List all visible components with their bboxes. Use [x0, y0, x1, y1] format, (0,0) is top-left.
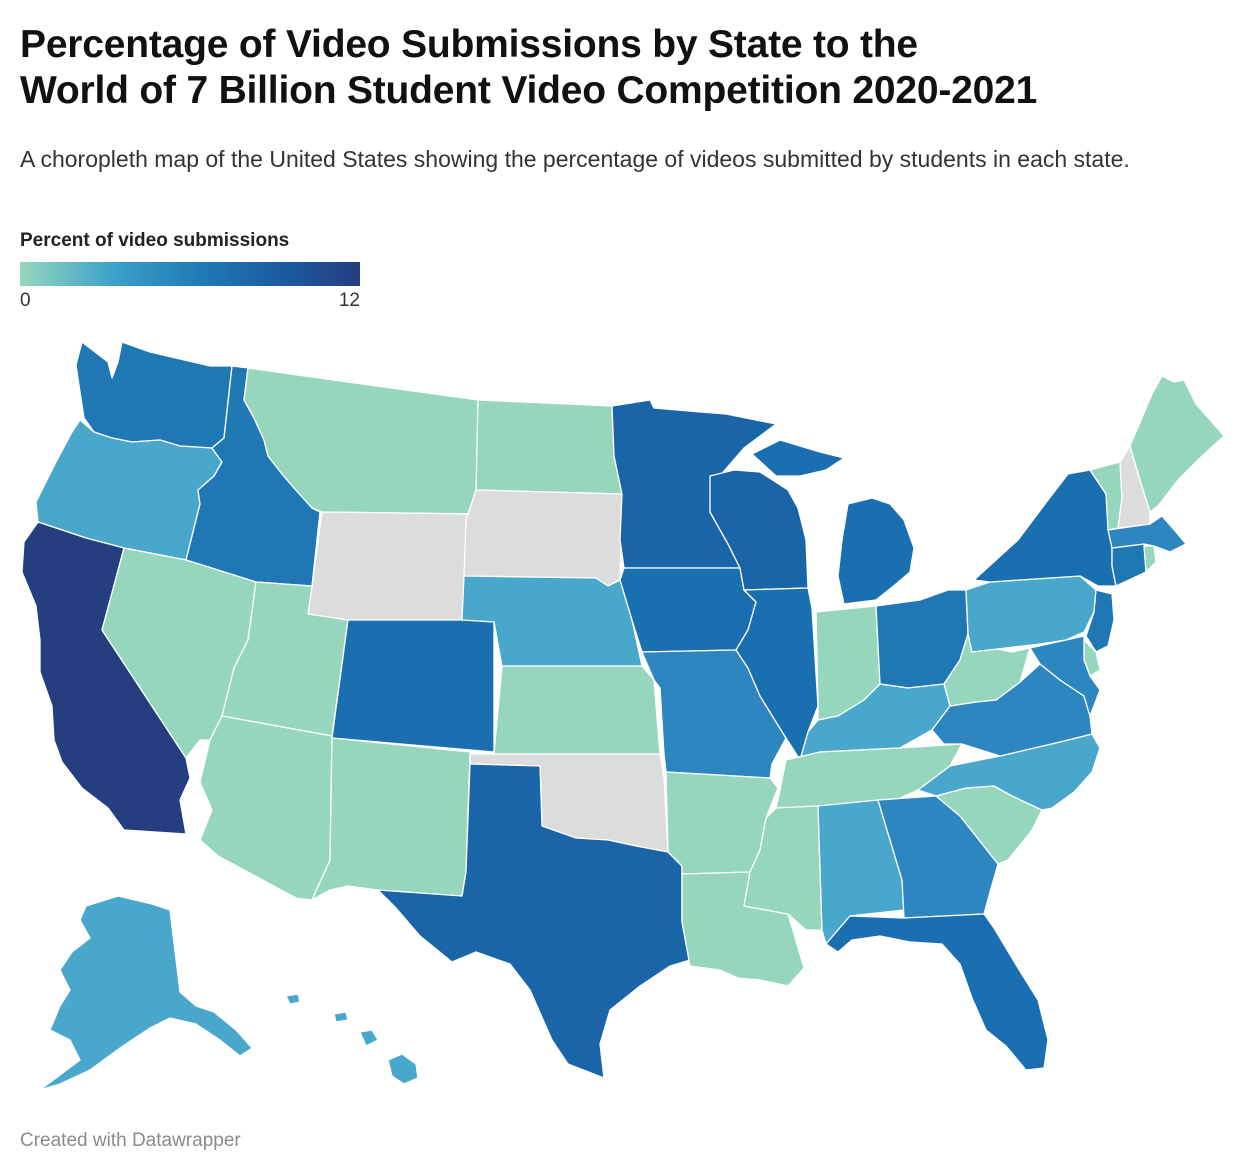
us-choropleth-map: [21, 341, 1225, 1091]
state-texas[interactable]: [377, 763, 691, 1079]
state-wyoming[interactable]: [307, 511, 477, 621]
state-maine[interactable]: [1129, 375, 1225, 513]
chart-subtitle: A choropleth map of the United States sh…: [20, 146, 1130, 172]
state-hawaii[interactable]: [285, 993, 419, 1085]
state-michigan[interactable]: [751, 439, 915, 605]
state-new-mexico[interactable]: [311, 737, 471, 901]
state-nebraska[interactable]: [461, 575, 643, 667]
state-iowa[interactable]: [619, 567, 757, 653]
state-south-dakota[interactable]: [463, 489, 623, 587]
chart-title-line-1: Percentage of Video Submissions by State…: [20, 23, 918, 66]
state-kansas[interactable]: [493, 665, 661, 755]
state-alaska[interactable]: [39, 895, 253, 1091]
color-legend: Percent of video submissions 0 12: [20, 228, 360, 314]
state-arizona[interactable]: [199, 715, 333, 901]
chart-title: Percentage of Video Submissions by State…: [20, 22, 1220, 114]
state-new-york[interactable]: [973, 469, 1117, 587]
legend-min-label: 0: [20, 290, 31, 311]
legend-max-label: 12: [338, 290, 360, 311]
state-connecticut[interactable]: [1111, 543, 1147, 587]
state-rhode-island[interactable]: [1143, 545, 1157, 573]
state-wisconsin[interactable]: [709, 469, 809, 591]
state-massachusetts[interactable]: [1107, 515, 1187, 553]
legend-labels: 0 12: [20, 290, 360, 314]
state-maryland[interactable]: [1029, 635, 1101, 717]
legend-title: Percent of video submissions: [20, 230, 290, 251]
state-west-virginia[interactable]: [943, 633, 1031, 707]
chart-title-line-2: World of 7 Billion Student Video Competi…: [20, 69, 1038, 112]
state-illinois[interactable]: [735, 587, 819, 761]
state-florida[interactable]: [825, 913, 1049, 1071]
state-washington[interactable]: [75, 341, 233, 449]
footer-credit: Created with Datawrapper: [20, 1130, 241, 1151]
legend-gradient-bar: [20, 262, 360, 286]
state-colorado[interactable]: [331, 619, 495, 753]
state-new-jersey[interactable]: [1085, 589, 1115, 653]
state-north-dakota[interactable]: [475, 399, 623, 495]
